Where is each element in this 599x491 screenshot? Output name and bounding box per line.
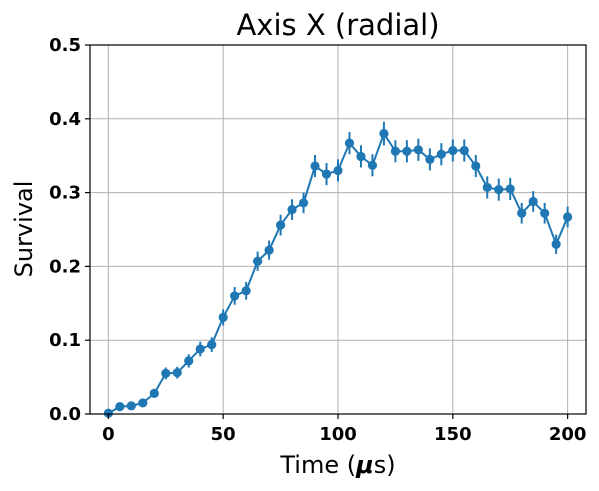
axis-ticks: 0 50 100 150 200 0.0 0.1 0.2 0.3 0.4 0.5 [49,35,586,445]
y-tick-label: 0.1 [49,330,81,351]
y-tick-label: 0.5 [49,35,81,56]
data-point [551,239,561,249]
data-point [344,138,355,148]
x-tick-label: 50 [211,424,236,445]
data-point [126,401,136,411]
data-point [390,146,401,156]
x-axis-label-prefix: Time ( [279,451,356,479]
chart-title: Axis X (radial) [236,8,439,42]
data-point [310,161,320,171]
data-point [413,145,423,155]
data-point [402,146,412,156]
data-series [103,121,573,418]
data-point [207,340,217,350]
data-point [356,151,366,162]
data-point [275,220,286,230]
data-point [138,398,148,408]
data-point [241,286,251,296]
x-tick-label: 200 [549,424,587,445]
data-point [379,128,389,139]
x-axis-label-mu: μ [355,451,374,479]
y-tick-label: 0.0 [49,404,81,425]
data-point [321,169,332,179]
data-point [436,149,446,159]
data-point [482,182,492,193]
data-point [218,312,228,322]
data-point [230,291,240,301]
data-point [367,160,378,170]
data-point [161,368,171,379]
y-axis-label: Survival [10,181,38,278]
y-tick-label: 0.2 [49,256,81,277]
y-tick-label: 0.3 [49,183,81,204]
x-tick-label: 150 [434,424,472,445]
data-point [115,402,125,412]
data-point [184,356,194,366]
data-point [459,145,469,156]
data-point [298,198,309,208]
data-point [505,184,515,194]
data-point [172,368,182,378]
data-point [563,212,573,222]
data-point [287,204,297,215]
data-point [195,344,205,354]
data-point [517,208,527,218]
x-axis-label: Time (μs) [279,451,395,479]
data-point [149,388,159,398]
data-point [253,256,263,266]
x-tick-label: 100 [319,424,357,445]
data-point [103,408,113,418]
data-point [448,145,458,156]
y-tick-label: 0.4 [49,109,81,130]
data-point [333,165,343,176]
data-point [528,196,538,207]
data-point [471,161,481,171]
data-point [540,208,550,218]
data-point [494,185,504,195]
data-point [425,154,435,164]
grid [90,44,586,415]
data-point [264,245,274,255]
x-tick-label: 0 [102,424,115,445]
x-axis-label-suffix: s) [374,451,396,479]
